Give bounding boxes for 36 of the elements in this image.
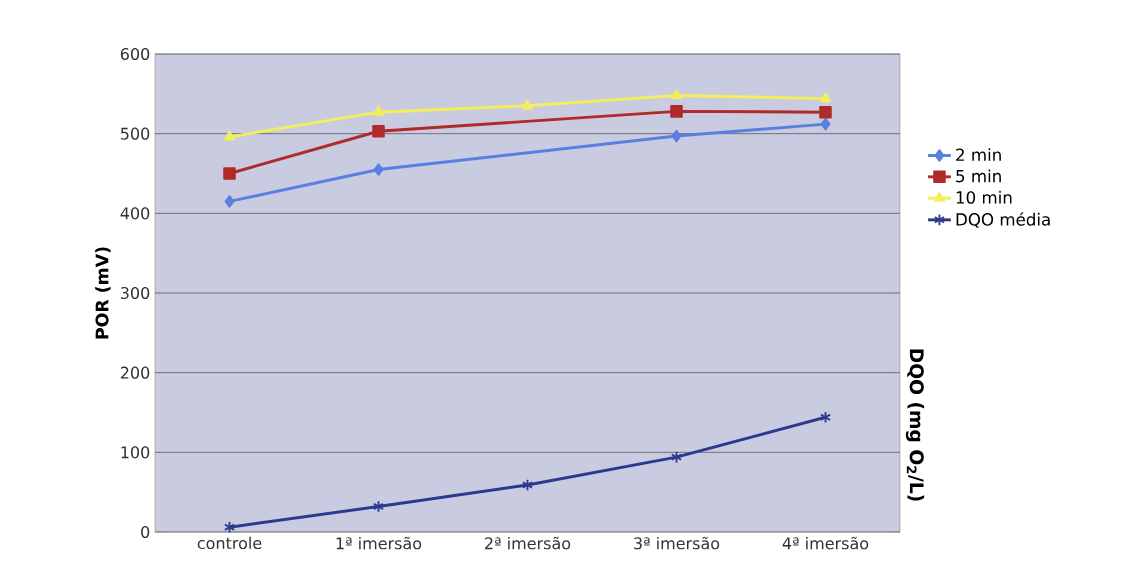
legend-label: 2 min	[956, 148, 1001, 161]
point	[223, 520, 236, 534]
y-tick-label: 0	[141, 525, 150, 539]
y-axis-title: POR (mV)	[95, 247, 111, 339]
point	[223, 130, 236, 141]
point	[819, 92, 832, 103]
legend-label: 10 min	[956, 190, 1012, 204]
y-tick-label: 200	[120, 366, 150, 379]
legend-label: 5 min	[956, 169, 1001, 183]
x-tick-label: 3ª imersão	[634, 536, 720, 550]
x-tick-label: controle	[197, 536, 262, 550]
point	[670, 89, 683, 100]
point	[670, 105, 683, 118]
y-tick-label: 300	[120, 286, 150, 300]
point	[521, 478, 534, 492]
y-tick-label: 500	[120, 127, 150, 140]
point	[670, 450, 683, 464]
point	[372, 125, 385, 138]
x-tick-label: 1ª imersão	[336, 536, 422, 550]
point	[224, 195, 235, 208]
y-tick-label: 400	[120, 207, 150, 220]
x-tick-label: 4ª imersão	[782, 536, 869, 550]
point	[819, 411, 832, 424]
point	[373, 163, 384, 176]
point	[820, 117, 831, 131]
y2-axis-title: DQO (mg O$_{2}$/L)	[905, 349, 925, 501]
point	[671, 129, 682, 143]
legend-label: DQO média	[956, 212, 1050, 228]
point	[223, 167, 236, 180]
point	[521, 99, 534, 110]
x-tick-label: 2ª imersão	[485, 536, 571, 550]
point	[372, 105, 385, 116]
y-tick-label: 100	[121, 446, 150, 459]
y-tick-label: 600	[120, 47, 150, 61]
point	[372, 500, 385, 513]
point	[819, 105, 832, 119]
